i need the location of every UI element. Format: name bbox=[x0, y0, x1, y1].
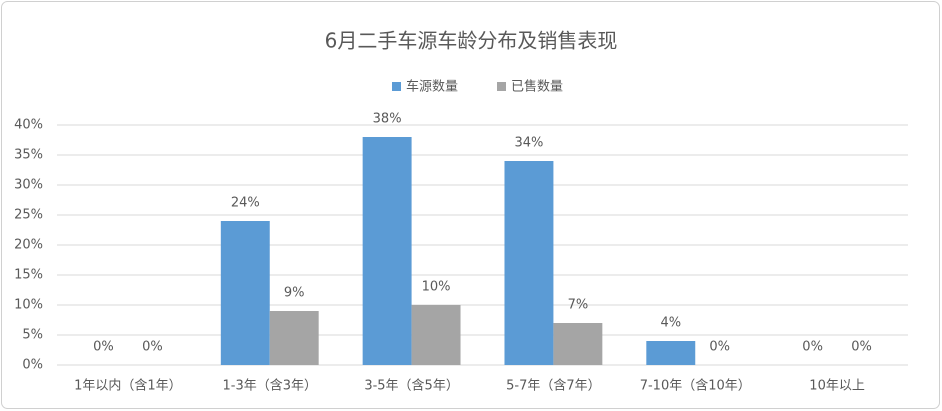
x-tick-label: 3-5年（含5年） bbox=[364, 378, 459, 394]
data-label: 7% bbox=[568, 298, 589, 313]
data-label: 0% bbox=[709, 340, 730, 355]
y-tick-label: 0% bbox=[22, 358, 43, 373]
data-label: 0% bbox=[802, 340, 823, 355]
data-label: 4% bbox=[660, 316, 681, 331]
y-tick-label: 25% bbox=[14, 208, 43, 223]
bar bbox=[646, 341, 696, 365]
y-tick-label: 30% bbox=[14, 178, 43, 193]
bar bbox=[269, 311, 319, 365]
data-label: 38% bbox=[373, 112, 402, 127]
data-label: 34% bbox=[514, 136, 543, 151]
bar bbox=[553, 323, 603, 365]
chart-title: 6月二手车源车龄分布及销售表现 bbox=[325, 29, 618, 53]
data-label: 0% bbox=[142, 340, 163, 355]
data-label: 9% bbox=[284, 286, 305, 301]
data-label: 10% bbox=[422, 280, 451, 295]
data-label: 24% bbox=[231, 196, 260, 211]
data-label: 0% bbox=[851, 340, 872, 355]
y-tick-label: 35% bbox=[14, 148, 43, 163]
legend-label: 已售数量 bbox=[511, 79, 563, 95]
legend-swatch bbox=[497, 82, 506, 91]
data-label: 0% bbox=[93, 340, 114, 355]
y-tick-label: 20% bbox=[14, 238, 43, 253]
y-tick-label: 5% bbox=[22, 328, 43, 343]
x-tick-label: 5-7年（含7年） bbox=[506, 378, 601, 394]
bar bbox=[220, 221, 270, 365]
bar bbox=[411, 305, 461, 365]
x-tick-label: 10年以上 bbox=[809, 379, 865, 394]
bar bbox=[504, 161, 554, 365]
bar bbox=[362, 137, 412, 365]
legend-label: 车源数量 bbox=[406, 79, 458, 95]
x-tick-label: 1-3年（含3年） bbox=[222, 378, 317, 394]
y-tick-label: 15% bbox=[14, 268, 43, 283]
y-tick-label: 40% bbox=[14, 118, 43, 133]
x-tick-label: 1年以内（含1年） bbox=[74, 378, 182, 394]
legend-swatch bbox=[392, 82, 401, 91]
y-tick-label: 10% bbox=[14, 298, 43, 313]
x-tick-label: 7-10年（含10年） bbox=[640, 378, 751, 394]
